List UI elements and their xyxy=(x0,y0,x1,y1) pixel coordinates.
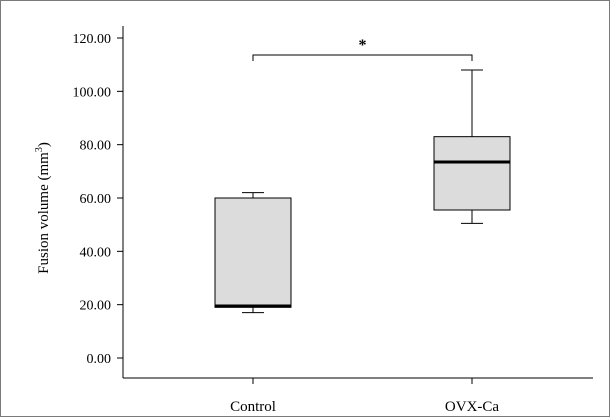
y-tick-label: 60.00 xyxy=(80,192,112,207)
y-tick-label: 120.00 xyxy=(73,32,112,47)
y-tick-label: 100.00 xyxy=(73,85,112,100)
y-tick-label: 20.00 xyxy=(80,299,112,314)
boxes xyxy=(214,69,511,314)
y-ticks: 0.00 20.00 40.00 60.00 80.00 100.00 120.00 xyxy=(73,32,123,367)
significance-bracket xyxy=(252,54,473,61)
iqr-box xyxy=(433,136,511,211)
iqr-box xyxy=(214,197,292,308)
x-categories: Control OVX-Ca xyxy=(230,378,499,415)
box-group-control xyxy=(214,192,292,314)
y-tick-label: 80.00 xyxy=(80,139,112,154)
y-axis-label: Fusion volume (mm3) xyxy=(34,142,52,274)
x-category-label: OVX-Ca xyxy=(445,399,499,415)
significance-annotation: * xyxy=(252,37,473,61)
y-tick-label: 40.00 xyxy=(80,245,112,260)
significance-marker: * xyxy=(359,37,367,54)
y-tick-label: 0.00 xyxy=(87,352,112,367)
box-group-ovx-ca xyxy=(433,69,511,224)
x-category-label: Control xyxy=(230,399,276,415)
